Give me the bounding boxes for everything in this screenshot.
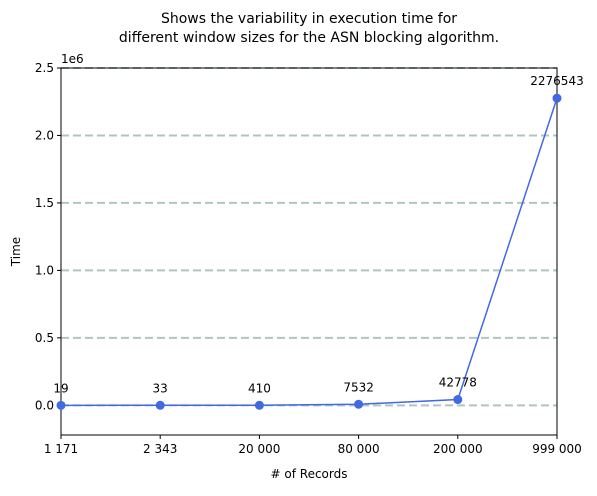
data-label: 2276543 bbox=[530, 74, 583, 88]
x-axis-ticks: 1 171 2 343 20 000 80 000 200 000 999 000 bbox=[44, 435, 582, 456]
data-point bbox=[254, 400, 264, 410]
chart-title: Shows the variability in execution time … bbox=[119, 11, 499, 46]
y-tick-label: 2.0 bbox=[35, 128, 54, 142]
y-tick-label: 1.0 bbox=[35, 263, 54, 277]
data-point bbox=[453, 395, 463, 405]
data-label: 7532 bbox=[343, 380, 374, 394]
y-axis-offset-label: 1e6 bbox=[61, 52, 84, 66]
data-label: 42778 bbox=[439, 376, 477, 390]
chart-title-line-2: different window sizes for the ASN block… bbox=[119, 30, 499, 46]
y-tick-label: 0.0 bbox=[35, 398, 54, 412]
y-axis-label: Time bbox=[9, 237, 23, 267]
x-tick-label: 80 000 bbox=[338, 442, 380, 456]
data-label: 19 bbox=[53, 381, 68, 395]
x-tick-label: 20 000 bbox=[238, 442, 280, 456]
chart-title-line-1: Shows the variability in execution time … bbox=[161, 11, 457, 27]
data-point bbox=[56, 400, 66, 410]
x-tick-label: 999 000 bbox=[532, 442, 582, 456]
y-tick-label: 0.5 bbox=[35, 331, 54, 345]
y-axis-ticks: 0.0 0.5 1.0 1.5 2.0 2.5 bbox=[35, 61, 61, 412]
series-time bbox=[56, 93, 562, 410]
data-label: 33 bbox=[153, 381, 168, 395]
data-point bbox=[552, 93, 562, 103]
data-label: 410 bbox=[248, 381, 271, 395]
x-tick-label: 1 171 bbox=[44, 442, 78, 456]
axes-frame bbox=[60, 67, 558, 436]
x-tick-label: 200 000 bbox=[433, 442, 483, 456]
data-labels: 19 33 410 7532 42778 2276543 bbox=[53, 74, 583, 395]
x-tick-label: 2 343 bbox=[143, 442, 177, 456]
data-point bbox=[354, 399, 364, 409]
data-point bbox=[155, 400, 165, 410]
series-line bbox=[60, 97, 558, 407]
x-axis-label: # of Records bbox=[271, 467, 348, 481]
y-tick-label: 2.5 bbox=[35, 61, 54, 75]
y-tick-label: 1.5 bbox=[35, 196, 54, 210]
grid-lines bbox=[61, 67, 557, 407]
